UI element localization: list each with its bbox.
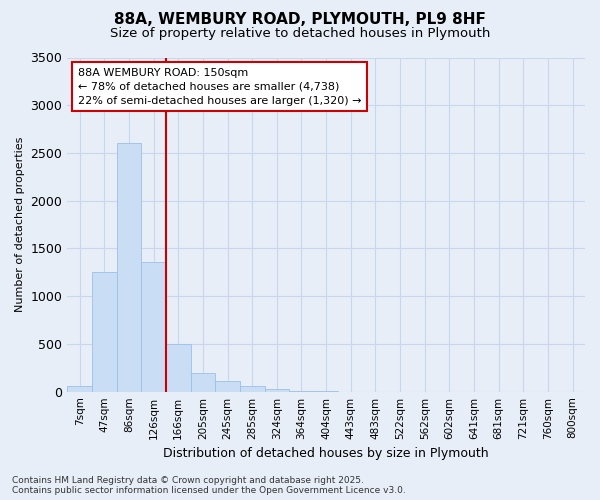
- Bar: [116, 144, 141, 392]
- Bar: [215, 381, 240, 392]
- Text: Size of property relative to detached houses in Plymouth: Size of property relative to detached ho…: [110, 28, 490, 40]
- Y-axis label: Number of detached properties: Number of detached properties: [15, 137, 25, 312]
- Bar: [67, 386, 92, 392]
- Bar: [240, 386, 265, 392]
- Text: 88A, WEMBURY ROAD, PLYMOUTH, PL9 8HF: 88A, WEMBURY ROAD, PLYMOUTH, PL9 8HF: [114, 12, 486, 28]
- Bar: [289, 391, 314, 392]
- Text: Contains HM Land Registry data © Crown copyright and database right 2025.
Contai: Contains HM Land Registry data © Crown c…: [12, 476, 406, 495]
- Text: 88A WEMBURY ROAD: 150sqm
← 78% of detached houses are smaller (4,738)
22% of sem: 88A WEMBURY ROAD: 150sqm ← 78% of detach…: [77, 68, 361, 106]
- X-axis label: Distribution of detached houses by size in Plymouth: Distribution of detached houses by size …: [163, 447, 489, 460]
- Bar: [92, 272, 116, 392]
- Bar: [265, 390, 289, 392]
- Bar: [141, 262, 166, 392]
- Bar: [166, 344, 191, 392]
- Bar: [191, 372, 215, 392]
